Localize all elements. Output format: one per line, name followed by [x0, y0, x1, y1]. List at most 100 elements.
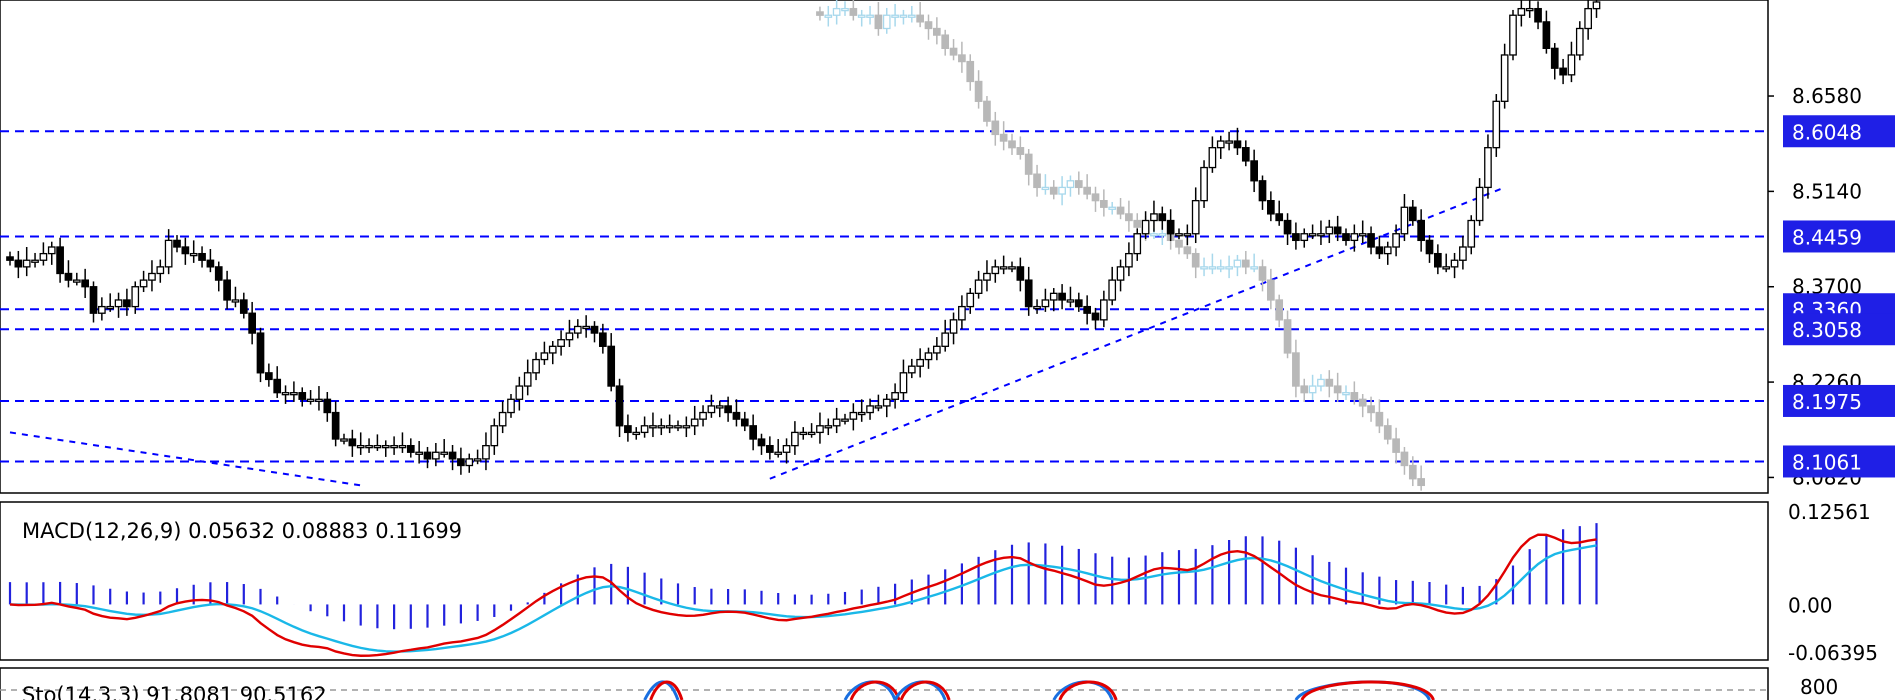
candle-body-108 — [907, 365, 916, 374]
ghost-candle-body-24 — [1016, 147, 1025, 155]
ghost-candle-body-35 — [1108, 206, 1117, 210]
ghost-candle-body-48 — [1216, 266, 1225, 270]
candle-body-32 — [273, 378, 282, 394]
ghost-candle-body-12 — [916, 14, 925, 23]
candle-body-46 — [390, 444, 398, 449]
ghost-candle-body-2 — [832, 7, 841, 16]
candle-body-21 — [181, 246, 190, 255]
candle-body-62 — [523, 372, 532, 387]
candle-body-124 — [1041, 299, 1050, 308]
candle-body-88 — [740, 418, 749, 427]
candle-body-13 — [114, 299, 123, 308]
candle-body-37 — [315, 398, 323, 402]
ghost-candle-body-58 — [1300, 385, 1309, 394]
candle-body-131 — [1100, 299, 1108, 321]
candle-body-75 — [632, 431, 641, 436]
candle-body-11 — [98, 305, 106, 314]
ghost-candle-body-51 — [1241, 259, 1250, 268]
candle-body-29 — [248, 312, 256, 334]
candle-body-35 — [298, 392, 307, 400]
candle-body-160 — [1342, 233, 1350, 242]
candle-body-71 — [599, 332, 607, 347]
ghost-candle-body-31 — [1074, 180, 1083, 189]
candle-body-74 — [624, 425, 632, 434]
ghost-candle-body-66 — [1367, 405, 1375, 414]
candle-body-145 — [1216, 140, 1225, 149]
candle-body-87 — [732, 411, 741, 420]
candle-body-47 — [398, 444, 407, 449]
ghost-candle-body-54 — [1267, 279, 1275, 301]
candle-body-14 — [123, 299, 131, 308]
candle-body-23 — [198, 252, 206, 261]
candle-body-176 — [1475, 186, 1484, 222]
candle-body-101 — [849, 411, 858, 420]
candle-body-92 — [774, 451, 783, 455]
candle-body-111 — [933, 345, 941, 354]
candle-body-126 — [1058, 292, 1066, 301]
macd-main-line — [9, 533, 1597, 657]
candle-body-146 — [1225, 140, 1233, 144]
candle-body-78 — [657, 425, 666, 429]
candle-body-59 — [498, 411, 507, 427]
candle-body-110 — [924, 352, 933, 361]
candle-body-152 — [1275, 213, 1284, 222]
candle-body-137 — [1150, 213, 1158, 222]
candle-body-163 — [1367, 233, 1375, 248]
ghost-candle-body-4 — [849, 7, 858, 16]
candle-body-70 — [590, 325, 599, 334]
candle-body-167 — [1400, 206, 1409, 235]
ghost-candle-body-29 — [1058, 186, 1066, 195]
candle-body-45 — [381, 444, 390, 449]
candle-body-67 — [565, 332, 574, 341]
ghost-candle-body-71 — [1408, 464, 1417, 480]
candle-body-182 — [1525, 7, 1534, 12]
candle-body-143 — [1200, 166, 1208, 202]
ghost-candle-body-61 — [1325, 378, 1334, 387]
stoch-tick-label-0: 800 — [1800, 675, 1838, 699]
candle-body-115 — [966, 292, 975, 308]
ghost-candle-body-6 — [866, 14, 874, 18]
horizontal-levels — [0, 130, 1766, 463]
ghost-candle-body-63 — [1342, 392, 1350, 396]
candle-body-185 — [1550, 47, 1559, 69]
candle-body-58 — [490, 425, 499, 447]
ghost-candle-body-3 — [841, 7, 849, 12]
stoch-signal-segment-4 — [1300, 680, 1435, 700]
candle-body-177 — [1484, 147, 1492, 189]
candle-body-162 — [1358, 233, 1367, 237]
candle-body-76 — [640, 425, 649, 434]
candle-body-150 — [1258, 180, 1267, 202]
ghost-candle-body-40 — [1150, 233, 1158, 237]
candle-body-180 — [1509, 14, 1517, 56]
ghost-candle-body-18 — [966, 60, 975, 83]
candle-body-40 — [340, 438, 348, 442]
stoch-panel-frame — [0, 667, 1769, 700]
ghost-candle-body-26 — [1033, 173, 1041, 189]
candle-body-165 — [1383, 246, 1392, 255]
ghost-candle-body-21 — [991, 120, 1000, 136]
macd-tick-label-1: 0.00 — [1788, 593, 1833, 617]
candle-body-98 — [824, 425, 833, 429]
candle-body-170 — [1425, 239, 1434, 255]
candle-body-184 — [1542, 21, 1551, 50]
ghost-candle-body-38 — [1133, 219, 1142, 228]
candle-body-156 — [1308, 233, 1317, 237]
ghost-candle-body-30 — [1066, 180, 1075, 189]
candle-body-44 — [373, 444, 382, 449]
candle-body-99 — [832, 418, 841, 427]
ghost-candle-body-47 — [1208, 266, 1217, 270]
ghost-candle-body-9 — [891, 14, 899, 18]
ghost-candle-body-25 — [1024, 153, 1033, 175]
candle-body-4 — [39, 252, 48, 261]
ghost-candle-body-28 — [1049, 186, 1058, 195]
ghost-candle-body-0 — [816, 11, 824, 16]
ghost-candle-body-60 — [1317, 378, 1325, 387]
candle-body-77 — [649, 425, 657, 429]
candle-body-52 — [440, 451, 449, 455]
candle-body-96 — [807, 431, 816, 436]
candle-body-164 — [1375, 246, 1384, 255]
ghost-candle-body-11 — [907, 14, 916, 18]
candle-body-114 — [958, 305, 966, 321]
candle-body-27 — [231, 299, 240, 303]
candle-body-73 — [615, 385, 624, 427]
